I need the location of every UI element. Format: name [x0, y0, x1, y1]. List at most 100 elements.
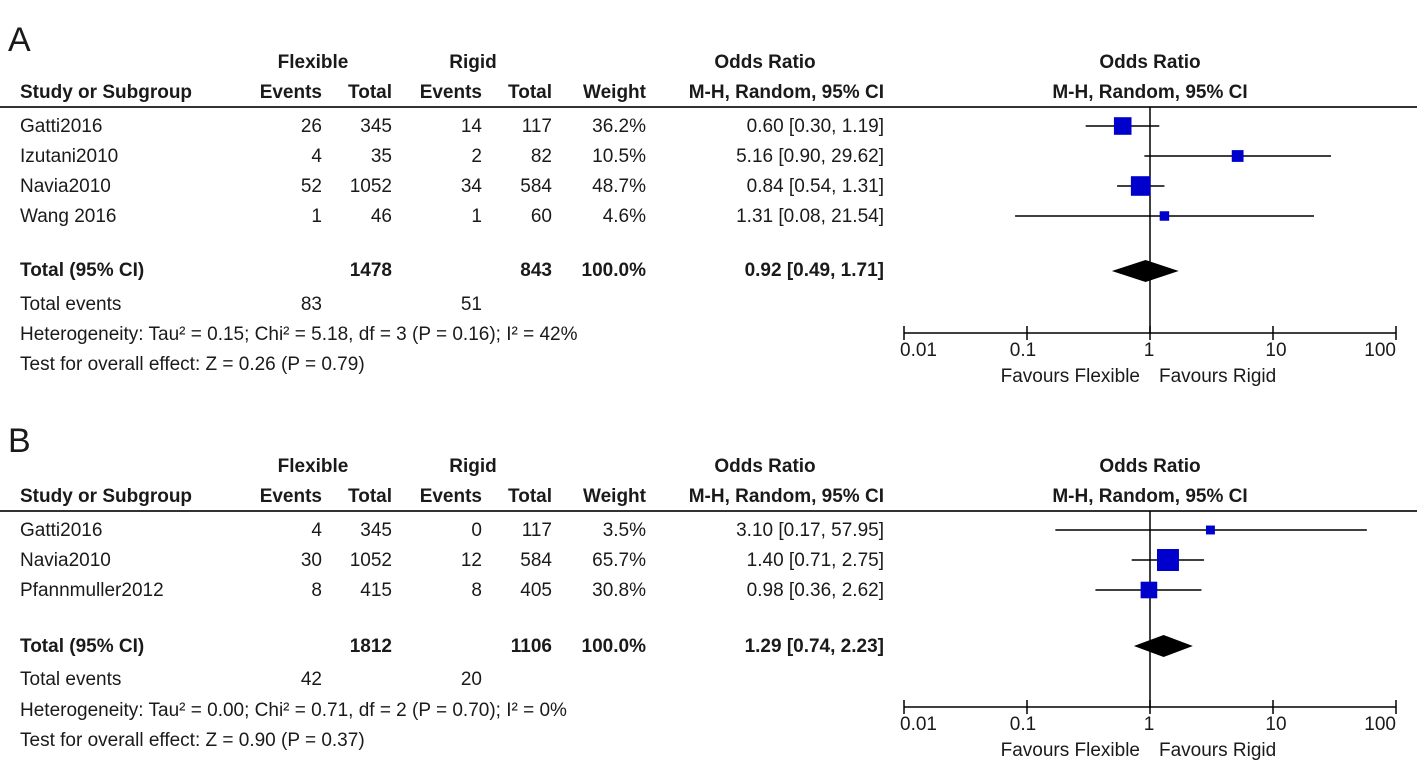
study-marker: [1231, 150, 1244, 162]
tick-label: 0.1: [1009, 714, 1037, 735]
total2: 60: [530, 206, 552, 227]
pooled-or-ci: 1.29 [0.74, 2.23]: [744, 636, 884, 657]
weight-header: Weight: [583, 486, 646, 507]
favours-left-label: Favours Flexible: [1000, 740, 1140, 761]
events2: 14: [460, 116, 482, 137]
weight: 36.2%: [592, 116, 646, 137]
tick-label: 100: [1364, 714, 1396, 735]
study-marker: [1113, 117, 1132, 135]
events1: 1: [311, 206, 322, 227]
study-marker: [1130, 176, 1151, 196]
tick-label: 0.1: [1009, 340, 1037, 361]
total2: 117: [521, 116, 552, 137]
favours-right-label: Favours Rigid: [1159, 740, 1277, 761]
tick-label: 10: [1265, 714, 1287, 735]
total2-sum: 1106: [510, 636, 552, 657]
total1: 345: [360, 520, 392, 541]
study-name: Navia2010: [20, 176, 111, 197]
odds-ratio-ci: 5.16 [0.90, 29.62]: [736, 146, 884, 167]
study-marker: [1140, 581, 1158, 599]
total-events-label: Total events: [20, 294, 122, 315]
weight-header: Weight: [583, 82, 646, 103]
odds-ratio-ci: 1.40 [0.71, 2.75]: [746, 550, 884, 571]
study-column-header: Study or Subgroup: [20, 486, 193, 507]
odds-ratio-ci: 0.84 [0.54, 1.31]: [746, 176, 884, 197]
study-marker: [1156, 549, 1179, 571]
odds-ratio-ci: 3.10 [0.17, 57.95]: [736, 520, 884, 541]
group1-header: Flexible: [277, 52, 349, 73]
weight: 4.6%: [602, 206, 646, 227]
total2: 584: [520, 550, 552, 571]
total-label: Total (95% CI): [20, 260, 145, 281]
study-name: Pfannmuller2012: [20, 580, 164, 601]
forest-plot-a: A Flexible Rigid Odds Ratio Odds Ratio S…: [0, 0, 1417, 387]
forest-plot-b: B Flexible Rigid Odds Ratio Odds Ratio S…: [0, 403, 1417, 783]
pooled-estimate-diamond: [1111, 260, 1179, 282]
events1: 30: [300, 550, 322, 571]
total1: 1052: [349, 176, 392, 197]
weight: 3.5%: [602, 520, 646, 541]
weight: 48.7%: [592, 176, 646, 197]
total-weight: 100.0%: [581, 636, 646, 657]
events1: 52: [300, 176, 322, 197]
panel-label: A: [8, 21, 31, 59]
odds-ratio-ci: 0.98 [0.36, 2.62]: [746, 580, 884, 601]
forest-plot-area: [903, 511, 1397, 714]
tick-label: 0.01: [900, 714, 937, 735]
group2-header: Rigid: [449, 456, 497, 477]
total1: 1052: [349, 550, 392, 571]
total2: 584: [520, 176, 552, 197]
total1: 35: [370, 146, 392, 167]
plot-or-title: Odds Ratio: [1099, 52, 1201, 73]
or-method-header: M-H, Random, 95% CI: [688, 486, 884, 507]
pooled-or-ci: 0.92 [0.49, 1.71]: [744, 260, 884, 281]
study-marker: [1205, 525, 1215, 535]
events2-sum: 51: [460, 294, 482, 315]
study-name: Izutani2010: [20, 146, 119, 167]
events2: 0: [471, 520, 482, 541]
events2: 34: [460, 176, 482, 197]
events1-sum: 83: [300, 294, 322, 315]
events1-header: Events: [259, 486, 322, 507]
favours-left-label: Favours Flexible: [1000, 366, 1140, 387]
pooled-estimate-diamond: [1133, 635, 1193, 657]
study-name: Gatti2016: [20, 116, 103, 137]
events1-header: Events: [259, 82, 322, 103]
total1: 415: [360, 580, 392, 601]
header-rule: [0, 106, 1417, 108]
plot-or-method: M-H, Random, 95% CI: [1052, 486, 1248, 507]
total2: 82: [530, 146, 552, 167]
events1: 8: [311, 580, 322, 601]
or-method-header: M-H, Random, 95% CI: [688, 82, 884, 103]
panel-label: B: [8, 422, 31, 460]
total2-header: Total: [508, 82, 552, 103]
total2: 405: [520, 580, 552, 601]
study-name: Navia2010: [20, 550, 111, 571]
total2: 117: [521, 520, 552, 541]
events2: 2: [471, 146, 482, 167]
plot-or-title: Odds Ratio: [1099, 456, 1201, 477]
total1: 46: [370, 206, 392, 227]
overall-effect-text: Test for overall effect: Z = 0.26 (P = 0…: [20, 354, 365, 375]
heterogeneity-text: Heterogeneity: Tau² = 0.00; Chi² = 0.71,…: [20, 700, 567, 721]
events2: 12: [460, 550, 482, 571]
weight: 30.8%: [592, 580, 646, 601]
tick-label: 10: [1265, 340, 1287, 361]
favours-right-label: Favours Rigid: [1159, 366, 1277, 387]
events2: 1: [471, 206, 482, 227]
tick-label: 100: [1364, 340, 1396, 361]
plot-or-method: M-H, Random, 95% CI: [1052, 82, 1248, 103]
events2-sum: 20: [460, 669, 482, 690]
events1-sum: 42: [300, 669, 322, 690]
overall-effect-text: Test for overall effect: Z = 0.90 (P = 0…: [20, 730, 365, 751]
total1-header: Total: [348, 82, 392, 103]
tick-label: 1: [1143, 714, 1155, 735]
total-events-label: Total events: [20, 669, 122, 690]
study-marker: [1159, 211, 1170, 221]
or-title-header: Odds Ratio: [714, 52, 816, 73]
study-column-header: Study or Subgroup: [20, 82, 193, 103]
total1-sum: 1478: [349, 260, 392, 281]
group2-header: Rigid: [449, 52, 497, 73]
weight: 65.7%: [592, 550, 646, 571]
total1-sum: 1812: [349, 636, 392, 657]
